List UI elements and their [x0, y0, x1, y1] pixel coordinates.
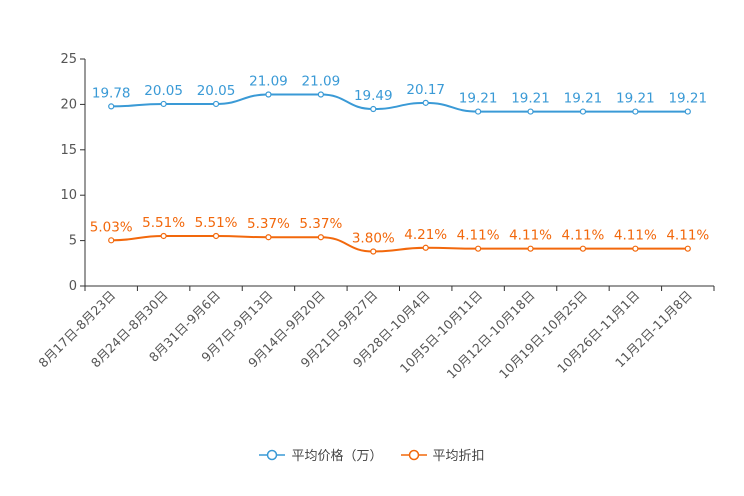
data-point	[160, 100, 167, 108]
data-label: 4.11%	[457, 228, 500, 244]
series-line-1	[111, 234, 688, 253]
data-label: 4.11%	[666, 228, 709, 244]
x-tick-label: 10月12日-10月18日	[444, 288, 538, 382]
y-tick-label: 0	[69, 279, 77, 294]
data-label: 4.11%	[562, 228, 605, 244]
data-label: 19.21	[564, 91, 603, 107]
data-label: 5.51%	[195, 215, 238, 231]
data-label: 5.37%	[247, 216, 290, 232]
data-label: 4.21%	[404, 227, 447, 243]
data-label: 19.21	[668, 91, 707, 107]
y-tick-label: 10	[60, 188, 77, 203]
data-label: 20.05	[197, 83, 236, 99]
x-tick-label: 10月19日-10月25日	[496, 288, 590, 382]
data-label: 4.11%	[509, 228, 552, 244]
data-label: 21.09	[249, 74, 288, 90]
legend-item[interactable]: 平均折扣	[400, 445, 485, 464]
data-label: 4.11%	[614, 228, 657, 244]
data-label: 19.21	[459, 91, 498, 107]
legend-label: 平均折扣	[432, 449, 485, 464]
legend: 平均价格（万） 平均折扣	[0, 445, 744, 464]
data-label: 5.03%	[90, 219, 133, 235]
y-tick-label: 25	[60, 52, 77, 67]
legend-item[interactable]: 平均价格（万）	[259, 445, 383, 464]
data-point	[160, 232, 167, 240]
y-tick-label: 20	[60, 97, 77, 112]
data-point	[265, 234, 272, 241]
data-label: 21.09	[302, 74, 341, 90]
data-point	[632, 108, 639, 115]
legend-marker-icon	[259, 449, 286, 460]
data-label: 19.21	[511, 91, 550, 107]
data-point	[422, 244, 429, 251]
data-point	[579, 245, 587, 252]
data-label: 5.37%	[299, 216, 342, 232]
data-point	[108, 103, 115, 110]
data-point	[317, 91, 324, 98]
data-point	[212, 100, 220, 108]
data-point	[212, 232, 220, 240]
data-label: 20.05	[144, 83, 183, 99]
data-point	[108, 237, 115, 244]
data-point	[684, 245, 691, 252]
series-line-0	[111, 93, 688, 113]
data-point	[422, 99, 429, 106]
data-point	[370, 248, 377, 255]
data-label: 5.51%	[142, 215, 185, 231]
data-point	[317, 234, 324, 241]
data-label: 20.17	[406, 82, 445, 98]
y-tick-label: 5	[69, 234, 77, 249]
data-point	[527, 245, 534, 252]
data-point	[475, 245, 482, 252]
data-point	[684, 108, 691, 115]
legend-marker-icon	[400, 449, 427, 460]
data-point	[579, 108, 587, 115]
data-label: 3.80%	[352, 230, 395, 246]
data-point	[475, 108, 482, 115]
data-point	[370, 105, 377, 113]
legend-label: 平均价格（万）	[291, 449, 383, 464]
data-label: 19.49	[354, 88, 393, 104]
y-tick-label: 15	[60, 143, 77, 158]
data-point	[265, 91, 272, 98]
data-label: 19.78	[92, 85, 131, 101]
data-point	[527, 108, 534, 115]
data-point	[632, 245, 639, 252]
data-label: 19.21	[616, 91, 655, 107]
